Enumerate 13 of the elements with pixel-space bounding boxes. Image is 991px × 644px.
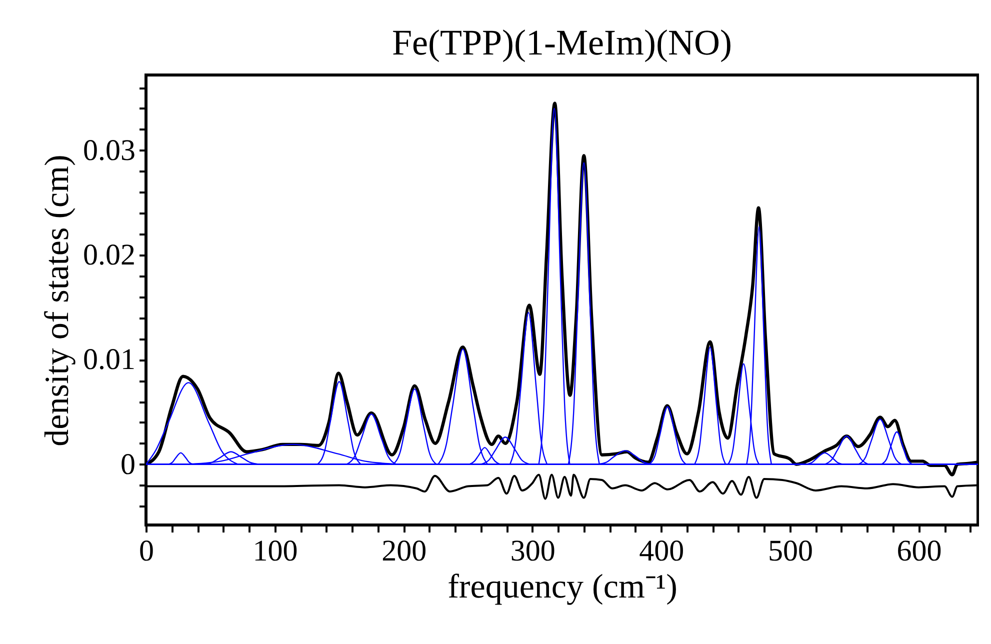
- x-axis-title: frequency (cm⁻¹): [448, 568, 678, 606]
- x-tick-label: 200: [382, 534, 427, 568]
- x-tick-label: 100: [252, 534, 298, 568]
- y-tick-label: 0.02: [83, 238, 136, 272]
- y-axis-title: density of states (cm): [39, 154, 76, 446]
- x-tick-label: 400: [639, 534, 684, 568]
- x-tick-label: 600: [896, 534, 942, 568]
- y-tick-label: 0: [120, 448, 136, 481]
- y-tick-label: 0.01: [83, 343, 136, 376]
- x-tick-label: 500: [768, 534, 813, 568]
- chart-title: Fe(TPP)(1-MeIm)(NO): [392, 22, 732, 63]
- x-tick-label: 300: [510, 534, 556, 568]
- y-tick-label: 0.03: [83, 134, 136, 167]
